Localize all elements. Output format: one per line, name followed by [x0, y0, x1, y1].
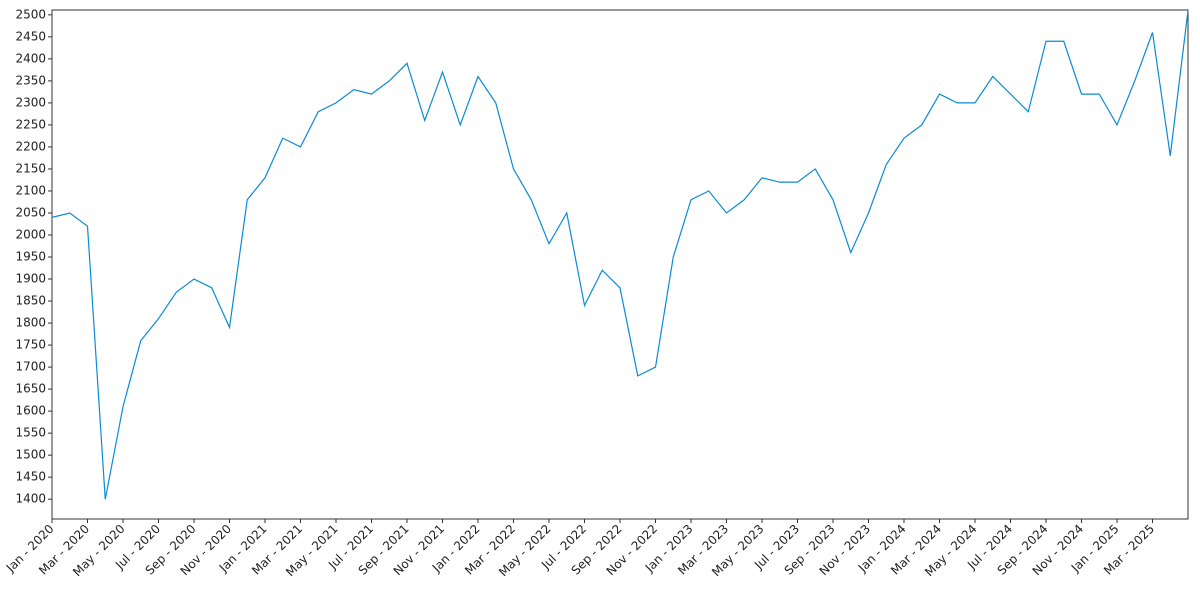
y-tick-label: 2450 — [15, 29, 46, 43]
y-tick-label: 1500 — [15, 448, 46, 462]
y-tick-label: 1400 — [15, 492, 46, 506]
y-tick-label: 1850 — [15, 294, 46, 308]
y-tick-label: 2100 — [15, 183, 46, 197]
y-tick-label: 1750 — [15, 338, 46, 352]
y-tick-label: 2350 — [15, 73, 46, 87]
y-tick-label: 2000 — [15, 227, 46, 241]
y-tick-label: 2150 — [15, 161, 46, 175]
y-tick-label: 2400 — [15, 51, 46, 65]
y-tick-label: 2300 — [15, 95, 46, 109]
y-tick-label: 1650 — [15, 382, 46, 396]
y-tick-label: 1550 — [15, 426, 46, 440]
y-tick-label: 1900 — [15, 272, 46, 286]
y-tick-label: 1600 — [15, 404, 46, 418]
y-tick-label: 2500 — [15, 7, 46, 21]
y-tick-label: 2250 — [15, 117, 46, 131]
y-tick-label: 1950 — [15, 250, 46, 264]
y-tick-label: 1800 — [15, 316, 46, 330]
y-tick-label: 1450 — [15, 470, 46, 484]
y-tick-label: 1700 — [15, 360, 46, 374]
plot-frame — [51, 9, 1189, 520]
y-tick-label: 2200 — [15, 139, 46, 153]
series-line — [51, 10, 1189, 500]
y-tick-label: 2050 — [15, 205, 46, 219]
